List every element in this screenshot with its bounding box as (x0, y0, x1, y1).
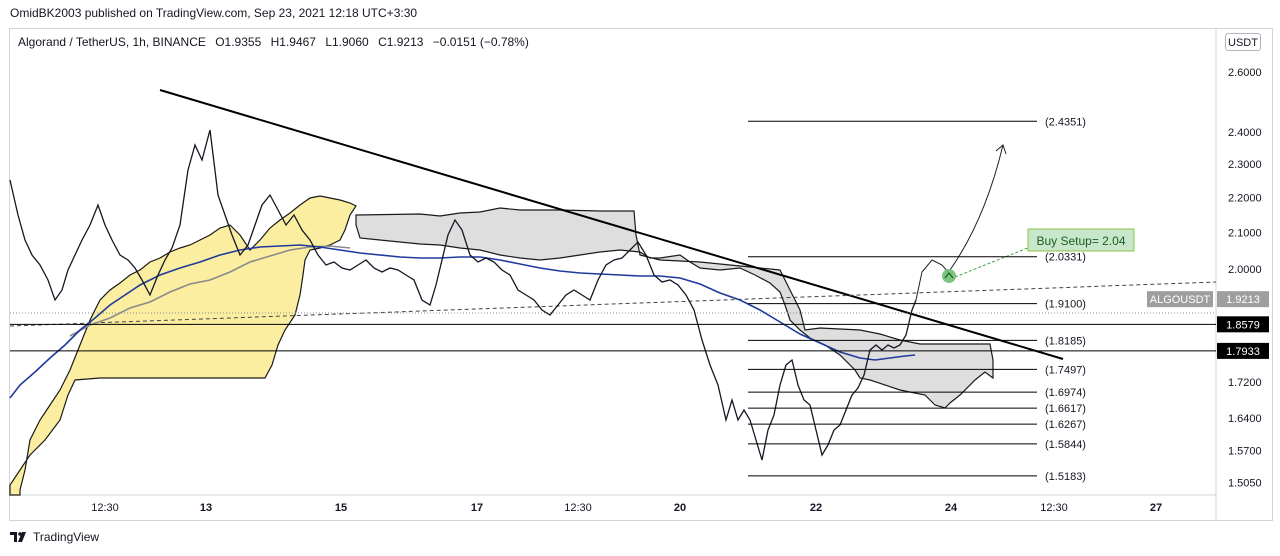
level-price-label: 1.8579 (1226, 319, 1260, 331)
publish-info: OmidBK2003 published on TradingView.com,… (10, 6, 418, 20)
fib-level-label: (2.0331) (1045, 252, 1086, 264)
dashed-trendline (9, 281, 1217, 327)
y-tick-label: 2.6000 (1228, 67, 1262, 79)
fib-level-label: (1.7497) (1045, 364, 1086, 376)
arrowhead (995, 144, 1007, 155)
symbol-tag: ALGOUSDT (1150, 294, 1211, 306)
y-tick-label: 2.1000 (1228, 227, 1262, 239)
y-tick-label: 1.5700 (1228, 446, 1262, 458)
projection-path (915, 259, 949, 301)
fib-level-label: (1.6617) (1045, 403, 1086, 415)
fib-level-label: (2.4351) (1045, 116, 1086, 128)
y-tick-label: 1.6400 (1228, 413, 1262, 425)
footer-brand: TradingView (33, 530, 100, 544)
x-tick-label: 13 (200, 502, 212, 514)
time-axis-ticks: 12:30 13 15 17 12:30 20 22 24 12:30 27 (91, 502, 1162, 514)
x-tick-label: 22 (810, 502, 822, 514)
fib-level-label: (1.9100) (1045, 299, 1086, 311)
up-arrow-icon (942, 269, 956, 283)
low-value: L1.9060 (325, 35, 369, 49)
last-price-label: 1.9213 (1226, 294, 1260, 306)
fib-level-label: (1.8185) (1045, 335, 1086, 347)
fib-level-label: (1.5183) (1045, 471, 1086, 483)
x-tick-label: 27 (1150, 502, 1162, 514)
annotation-dashed-pointer (954, 246, 1031, 278)
open-value: O1.9355 (215, 35, 262, 49)
ichimoku-cloud-gray (355, 207, 994, 409)
currency-unit-badge[interactable]: USDT (1225, 33, 1261, 51)
price-series (9, 129, 917, 461)
x-tick-label: 12:30 (564, 502, 592, 514)
x-tick-label: 15 (335, 502, 347, 514)
level-price-label: 1.7933 (1226, 346, 1260, 358)
y-tick-label: 2.2000 (1228, 192, 1262, 204)
close-value: C1.9213 (378, 35, 424, 49)
change-value: −0.0151 (−0.78%) (432, 35, 529, 49)
level-price-bg (1217, 342, 1269, 359)
buy-setup-label: Buy Setup= 2.04 (1036, 234, 1125, 248)
price-axis-labels: ALGOUSDT 1.9213 1.8579 1.7933 (1147, 291, 1269, 359)
last-price-bg (1217, 291, 1269, 308)
ichimoku-cloud-yellow (9, 195, 357, 496)
horizontal-levels (10, 323, 1216, 352)
x-tick-label: 24 (945, 502, 958, 514)
chart-frame (9, 28, 1273, 521)
x-tick-label: 20 (674, 502, 686, 514)
level-price-bg (1217, 316, 1269, 333)
symbol-tag-bg (1147, 291, 1213, 308)
footer: TradingView (10, 530, 99, 544)
projection-curve (949, 144, 1004, 271)
x-tick-label: 17 (471, 502, 483, 514)
y-tick-label: 2.4000 (1228, 127, 1262, 139)
fib-level-label: (1.5844) (1045, 439, 1086, 451)
moving-average-gray (69, 245, 351, 337)
fibonacci-levels: (2.4351) (2.0331) (1.9100) (1.8185) (1.7497)… (748, 116, 1086, 483)
annotations: Buy Setup= 2.04 (1027, 228, 1135, 252)
fib-level-label: (1.6267) (1045, 419, 1086, 431)
chart-legend: Algorand / TetherUS, 1h, BINANCE O1.9355… (18, 35, 535, 49)
y-tick-label: 1.5050 (1228, 477, 1262, 489)
y-tick-label: 2.3000 (1228, 159, 1262, 171)
descending-trendline (159, 89, 1064, 360)
y-tick-label: 2.0000 (1228, 264, 1262, 276)
price-axis-ticks: 2.6000 2.4000 2.3000 2.2000 2.1000 2.0000 1.72… (1228, 67, 1262, 489)
x-tick-label: 12:30 (91, 502, 119, 514)
buy-setup-box (1027, 228, 1135, 252)
moving-average-blue (9, 244, 916, 399)
y-tick-label: 1.7200 (1228, 377, 1262, 389)
high-value: H1.9467 (270, 35, 316, 49)
up-arrow-icon-glyph (944, 272, 954, 279)
x-tick-label: 12:30 (1040, 502, 1068, 514)
symbol-title[interactable]: Algorand / TetherUS, 1h, BINANCE (18, 35, 206, 49)
tradingview-logo-icon (10, 532, 26, 542)
fib-level-label: (1.6974) (1045, 387, 1086, 399)
